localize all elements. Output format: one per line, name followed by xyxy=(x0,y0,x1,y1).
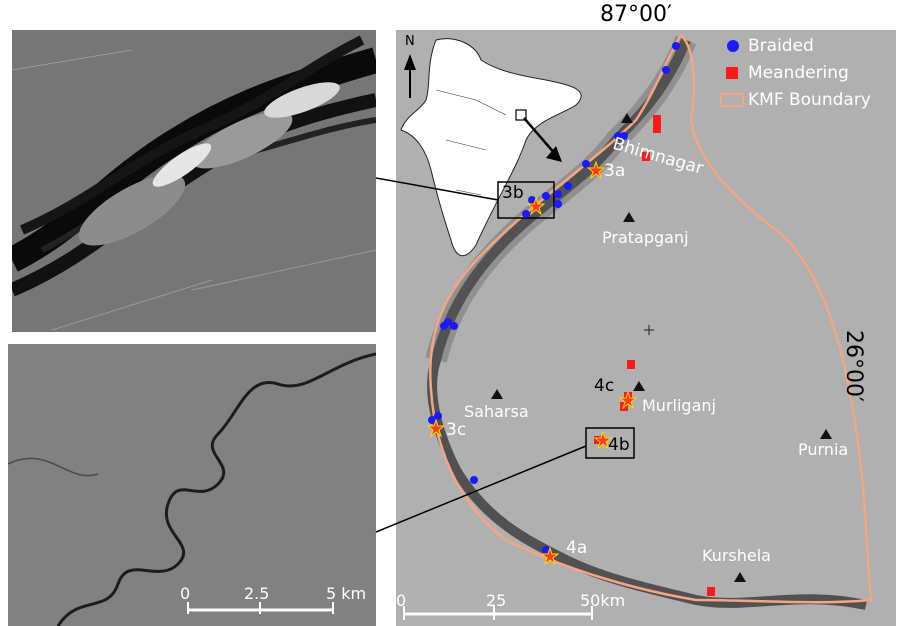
place-pratapganj: Pratapganj xyxy=(602,228,689,247)
place-kurshela: Kurshela xyxy=(702,546,771,565)
longitude-label: 87°00′ xyxy=(600,2,672,27)
braided-inset-image xyxy=(12,30,376,332)
north-label: N xyxy=(405,34,415,49)
place-saharsa: Saharsa xyxy=(464,402,529,421)
latitude-label: 26°00′ xyxy=(841,330,866,402)
site-label-3c: 3c xyxy=(446,420,467,440)
legend-boundary: KMF Boundary xyxy=(748,90,871,110)
main-satellite-map: N Braided Meandering KMF Boundary Bhimna… xyxy=(396,30,896,626)
inset-scale-mid: 2.5 xyxy=(244,584,270,603)
site-label-3a: 3a xyxy=(604,161,626,181)
site-label-4c: 4c xyxy=(594,376,615,396)
site-label-3b: 3b xyxy=(502,183,524,203)
legend-braided: Braided xyxy=(748,36,814,56)
legend-meandering: Meandering xyxy=(748,63,849,83)
inset-scale-end: 5 km xyxy=(326,584,367,603)
main-scale-bar xyxy=(403,606,593,620)
site-label-4b: 4b xyxy=(608,435,630,455)
place-murliganj: Murliganj xyxy=(642,396,716,415)
inset-scale-bar xyxy=(187,602,334,614)
site-star-markers xyxy=(426,160,638,566)
kmf-boundary-line xyxy=(429,32,873,604)
main-scale-0: 0 xyxy=(396,591,407,610)
place-purnia: Purnia xyxy=(798,440,849,459)
main-scale-end: 50km xyxy=(580,591,626,610)
inset-scale-0: 0 xyxy=(180,584,191,603)
meandering-inset-image: 0 2.5 5 km xyxy=(8,344,376,626)
site-label-4a: 4a xyxy=(566,538,588,558)
site-box-4b xyxy=(585,427,635,459)
main-scale-mid: 25 xyxy=(486,591,507,610)
place-markers xyxy=(491,113,832,582)
